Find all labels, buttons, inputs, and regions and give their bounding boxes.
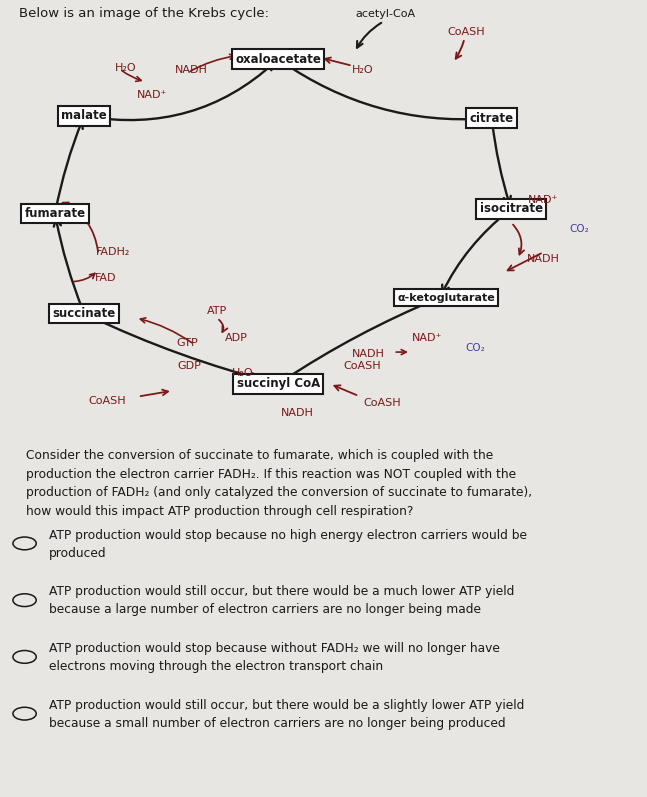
Text: CoASH: CoASH: [363, 398, 400, 408]
Text: α-ketoglutarate: α-ketoglutarate: [397, 292, 496, 303]
Text: NADH: NADH: [353, 349, 385, 359]
Text: CoASH: CoASH: [344, 361, 381, 371]
Text: H₂O: H₂O: [351, 65, 373, 76]
Text: CoASH: CoASH: [88, 395, 126, 406]
Text: ADP: ADP: [225, 333, 248, 344]
Text: GDP: GDP: [177, 361, 201, 371]
Text: NAD⁺: NAD⁺: [137, 90, 167, 100]
Text: H₂O: H₂O: [232, 368, 254, 379]
Text: GTP: GTP: [177, 338, 199, 348]
Text: ATP production would still occur, but there would be a slightly lower ATP yield
: ATP production would still occur, but th…: [49, 699, 524, 730]
Text: succinyl CoA: succinyl CoA: [237, 377, 320, 391]
Text: fumarate: fumarate: [25, 207, 85, 220]
Text: ATP production would stop because no high energy electron carriers would be
prod: ATP production would stop because no hig…: [49, 528, 527, 559]
Text: CO₂: CO₂: [466, 343, 485, 352]
Text: isocitrate: isocitrate: [479, 202, 543, 215]
Text: H₂O: H₂O: [115, 63, 137, 73]
Text: ATP production would still occur, but there would be a much lower ATP yield
beca: ATP production would still occur, but th…: [49, 585, 514, 616]
Text: NADH: NADH: [281, 408, 314, 418]
Text: Below is an image of the Krebs cycle:: Below is an image of the Krebs cycle:: [19, 7, 269, 20]
Text: Consider the conversion of succinate to fumarate, which is coupled with the
prod: Consider the conversion of succinate to …: [26, 450, 532, 518]
Text: oxaloacetate: oxaloacetate: [236, 53, 321, 65]
Text: NAD⁺: NAD⁺: [529, 195, 558, 205]
Text: FADH₂: FADH₂: [96, 247, 131, 257]
Text: acetyl-CoA: acetyl-CoA: [355, 9, 415, 18]
Text: CoASH: CoASH: [447, 27, 485, 37]
Text: ATP: ATP: [206, 306, 227, 316]
Text: ATP production would stop because without FADH₂ we will no longer have
electrons: ATP production would stop because withou…: [49, 642, 499, 673]
Text: NADH: NADH: [527, 254, 560, 264]
Text: NADH: NADH: [175, 65, 207, 76]
Text: CO₂: CO₂: [569, 225, 589, 234]
Text: succinate: succinate: [52, 307, 116, 320]
Text: malate: malate: [61, 109, 107, 123]
Text: NAD⁺: NAD⁺: [412, 333, 442, 344]
Text: citrate: citrate: [470, 112, 514, 124]
Text: FAD: FAD: [94, 273, 116, 283]
